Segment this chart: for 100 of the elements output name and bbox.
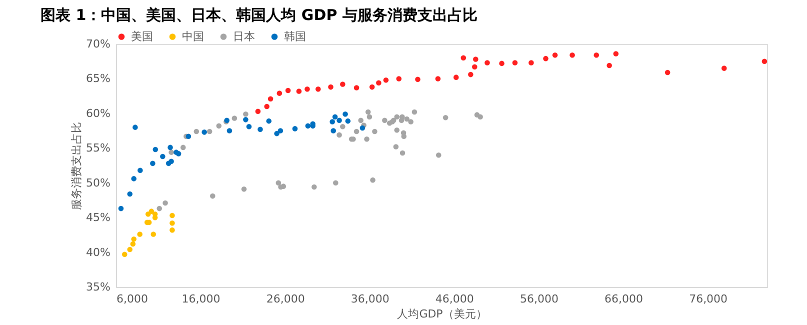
y-tick-label: 45%: [86, 211, 110, 224]
point: [396, 76, 402, 82]
point: [243, 111, 248, 117]
point: [258, 126, 263, 132]
point: [364, 136, 370, 142]
point: [330, 119, 335, 124]
point: [202, 130, 207, 135]
point: [210, 193, 216, 199]
point: [404, 116, 410, 122]
y-tick-label: 70%: [86, 38, 110, 50]
point: [243, 117, 248, 122]
point: [342, 111, 348, 117]
point: [613, 51, 619, 56]
point: [226, 128, 232, 134]
point: [127, 246, 133, 252]
x-tick-label: 66,000: [604, 292, 644, 306]
point: [366, 114, 372, 120]
point: [436, 152, 442, 158]
point: [528, 60, 534, 66]
y-tick-label: 65%: [86, 72, 110, 86]
point: [305, 123, 311, 129]
y-tick-label: 40%: [86, 246, 110, 259]
legend-label: 韩国: [284, 30, 306, 43]
point: [394, 114, 400, 120]
chart-title: 图表 1：中国、美国、日本、韩国人均 GDP 与服务消费支出占比: [40, 6, 478, 24]
point: [332, 114, 338, 120]
x-tick-label: 36,000: [350, 292, 390, 306]
point: [354, 128, 360, 134]
point: [721, 66, 727, 71]
point: [274, 130, 280, 136]
point: [594, 52, 600, 58]
point: [194, 128, 200, 134]
point: [241, 186, 247, 192]
point: [340, 82, 346, 87]
point: [606, 62, 612, 68]
point: [460, 55, 466, 61]
y-tick-label: 35%: [86, 280, 110, 294]
point: [358, 118, 364, 124]
point: [484, 60, 490, 66]
point: [394, 127, 400, 133]
point: [512, 60, 518, 66]
point: [168, 158, 174, 164]
point: [150, 232, 156, 237]
point: [330, 128, 336, 134]
point: [137, 232, 142, 237]
point: [376, 80, 382, 86]
point: [148, 208, 154, 214]
point: [552, 52, 558, 58]
point: [382, 118, 388, 124]
point: [264, 104, 270, 110]
point: [130, 241, 136, 247]
point: [664, 70, 670, 76]
point: [180, 144, 186, 150]
point: [168, 150, 174, 155]
point: [762, 58, 768, 64]
point: [473, 56, 478, 62]
point: [152, 146, 158, 152]
point: [131, 236, 136, 242]
point: [156, 206, 162, 212]
point: [468, 72, 474, 78]
y-tick-label: 60%: [86, 106, 110, 120]
y-tick-label: 50%: [86, 176, 110, 190]
point: [186, 134, 192, 139]
point: [168, 144, 173, 150]
point: [170, 220, 175, 226]
point: [268, 96, 274, 102]
point: [328, 84, 334, 90]
point: [415, 76, 420, 82]
x-tick-label: 46,000: [435, 292, 474, 306]
point: [316, 86, 321, 92]
point: [369, 84, 375, 90]
x-axis-title: 人均GDP（美元）: [397, 308, 487, 320]
point: [383, 77, 389, 83]
point: [246, 124, 252, 130]
x-tick-label: 16,000: [182, 292, 220, 306]
point: [453, 74, 459, 80]
x-tick-label: 26,000: [266, 292, 305, 306]
point: [170, 212, 175, 218]
point: [266, 118, 272, 124]
point: [336, 118, 342, 124]
x-tick-label: 6,000: [116, 292, 148, 306]
point: [442, 114, 448, 120]
point: [412, 109, 418, 115]
point: [292, 126, 298, 132]
point: [393, 144, 399, 150]
legend-label: 中国: [182, 30, 204, 43]
point: [312, 184, 317, 190]
point: [127, 191, 133, 197]
point: [150, 160, 156, 166]
x-tick-label: 76,000: [689, 292, 728, 306]
point: [276, 90, 282, 96]
point: [333, 180, 338, 186]
point: [232, 116, 238, 121]
point: [170, 227, 175, 233]
point: [400, 150, 406, 156]
point: [336, 132, 342, 138]
y-tick-label: 55%: [86, 142, 110, 155]
point: [570, 52, 575, 58]
point: [372, 128, 378, 134]
point: [255, 108, 261, 114]
